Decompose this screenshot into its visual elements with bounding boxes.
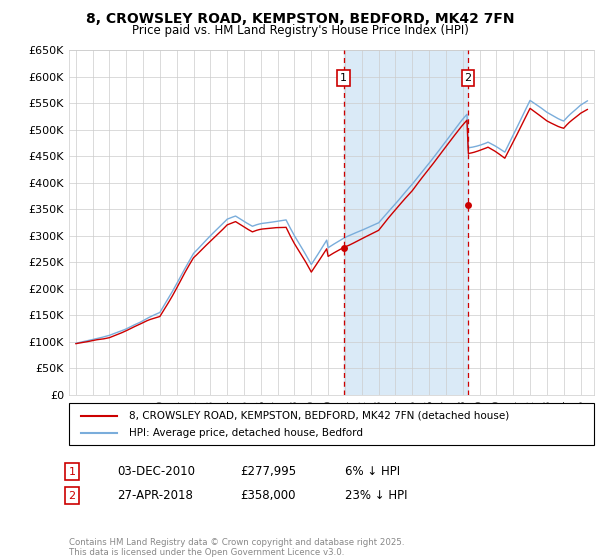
Text: 8, CROWSLEY ROAD, KEMPSTON, BEDFORD, MK42 7FN: 8, CROWSLEY ROAD, KEMPSTON, BEDFORD, MK4… <box>86 12 514 26</box>
Text: 23% ↓ HPI: 23% ↓ HPI <box>345 489 407 502</box>
Text: 03-DEC-2010: 03-DEC-2010 <box>117 465 195 478</box>
Text: Price paid vs. HM Land Registry's House Price Index (HPI): Price paid vs. HM Land Registry's House … <box>131 24 469 37</box>
Text: 2: 2 <box>464 73 472 83</box>
Text: 1: 1 <box>68 466 76 477</box>
Text: 8, CROWSLEY ROAD, KEMPSTON, BEDFORD, MK42 7FN (detached house): 8, CROWSLEY ROAD, KEMPSTON, BEDFORD, MK4… <box>129 411 509 421</box>
Text: 27-APR-2018: 27-APR-2018 <box>117 489 193 502</box>
Text: HPI: Average price, detached house, Bedford: HPI: Average price, detached house, Bedf… <box>129 428 363 438</box>
Text: £358,000: £358,000 <box>240 489 296 502</box>
Text: Contains HM Land Registry data © Crown copyright and database right 2025.
This d: Contains HM Land Registry data © Crown c… <box>69 538 404 557</box>
Text: 6% ↓ HPI: 6% ↓ HPI <box>345 465 400 478</box>
Text: £277,995: £277,995 <box>240 465 296 478</box>
Bar <box>344 50 468 395</box>
Text: 2: 2 <box>68 491 76 501</box>
Text: 1: 1 <box>340 73 347 83</box>
